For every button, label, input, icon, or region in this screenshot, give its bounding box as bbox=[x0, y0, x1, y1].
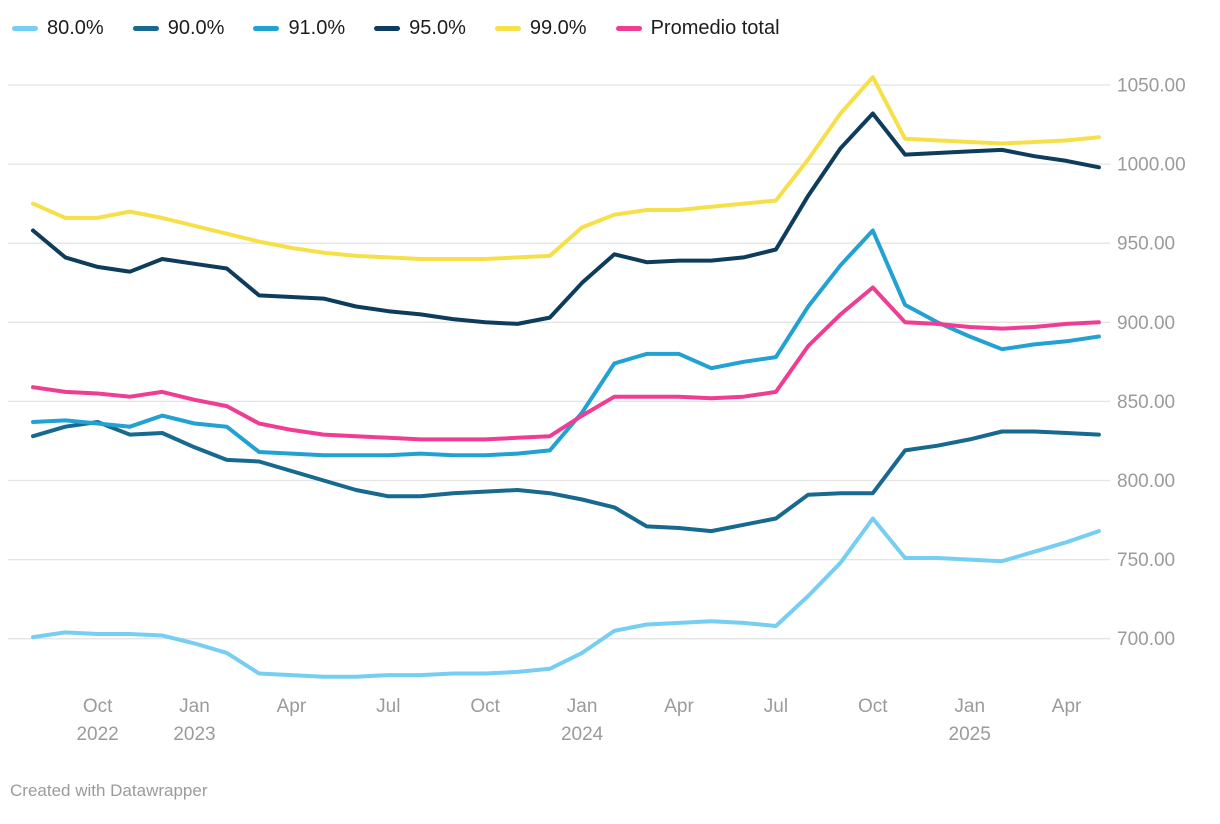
legend-swatch bbox=[12, 25, 38, 31]
credit-text: Created with Datawrapper bbox=[10, 781, 208, 800]
x-axis-tick-label: Apr bbox=[664, 696, 694, 717]
x-axis-tick-label: Jan bbox=[179, 696, 210, 717]
legend-swatch bbox=[374, 25, 401, 31]
y-axis-tick-label: 1000.00 bbox=[1117, 155, 1186, 176]
legend-item: 91.0% bbox=[253, 14, 345, 42]
x-axis-tick-label: Apr bbox=[1052, 696, 1082, 717]
series-line-91-0- bbox=[31, 228, 1101, 458]
x-axis-tick-year: 2024 bbox=[561, 724, 604, 745]
legend-item: 80.0% bbox=[12, 14, 104, 42]
x-axis-tick-label: Jul bbox=[376, 696, 400, 717]
x-axis-tick-year: 2023 bbox=[173, 724, 215, 745]
y-axis-tick-label: 950.00 bbox=[1117, 234, 1175, 255]
series-line-95-0- bbox=[31, 111, 1101, 326]
legend-item-label: 91.0% bbox=[288, 17, 346, 39]
y-axis-tick-label: 900.00 bbox=[1117, 313, 1175, 334]
line-chart: 700.00 750.00 800.00 850.00 900.00 950.00 1000… bbox=[8, 75, 1186, 745]
legend-swatch bbox=[132, 25, 159, 31]
series-line-80-0- bbox=[31, 516, 1101, 679]
y-axis-tick-label: 750.00 bbox=[1117, 550, 1175, 571]
legend-item-label: 95.0% bbox=[409, 17, 466, 39]
legend-item: Promedio total bbox=[615, 14, 780, 42]
y-axis-tick-label: 800.00 bbox=[1117, 471, 1175, 492]
legend-item-label: 80.0% bbox=[47, 17, 104, 39]
legend-swatch bbox=[615, 25, 642, 31]
x-axis-tick-year: 2025 bbox=[949, 724, 991, 745]
x-axis-tick-label: Oct bbox=[858, 696, 888, 717]
x-axis-tick-label: Apr bbox=[277, 696, 307, 717]
x-axis-tick-label: Jan bbox=[567, 696, 598, 717]
legend-item-label: Promedio total bbox=[650, 17, 780, 39]
legend-item-label: 99.0% bbox=[529, 17, 587, 39]
legend-item: 95.0% bbox=[374, 14, 466, 42]
series-line-99-0- bbox=[31, 75, 1101, 261]
x-axis-tick-label: Oct bbox=[83, 696, 113, 717]
series-line-promedio-total bbox=[31, 285, 1101, 442]
legend: 80.0% 90.0% 91.0% 95.0% 99.0% Promedio total bbox=[12, 14, 809, 42]
legend-item-label: 90.0% bbox=[167, 17, 225, 39]
x-axis-tick-year: 2022 bbox=[76, 724, 118, 745]
x-axis-tick-label: Oct bbox=[470, 696, 500, 717]
y-axis-tick-label: 850.00 bbox=[1117, 392, 1175, 413]
y-axis-tick-label: 1050.00 bbox=[1117, 76, 1186, 97]
y-axis-tick-label: 700.00 bbox=[1117, 629, 1175, 650]
x-axis-tick-label: Jul bbox=[764, 696, 788, 717]
legend-swatch bbox=[494, 25, 521, 31]
legend-item: 99.0% bbox=[494, 14, 587, 42]
legend-swatch bbox=[253, 25, 280, 31]
x-axis-tick-label: Jan bbox=[954, 696, 985, 717]
legend-item: 90.0% bbox=[132, 14, 225, 42]
series-line-90-0- bbox=[31, 420, 1101, 534]
